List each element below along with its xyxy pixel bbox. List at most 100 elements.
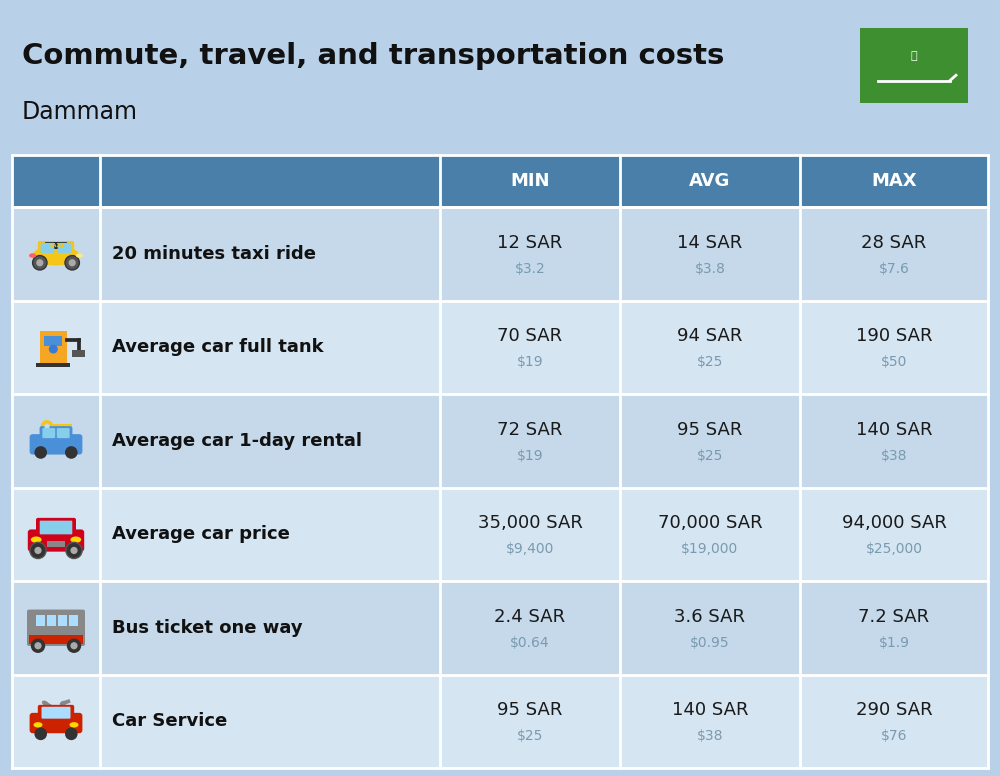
FancyBboxPatch shape — [27, 610, 85, 646]
Ellipse shape — [76, 253, 83, 258]
Text: 95 SAR: 95 SAR — [497, 701, 563, 719]
Text: ﷺ: ﷺ — [911, 51, 917, 61]
Bar — [72, 350, 85, 357]
Bar — [800, 394, 988, 487]
Text: $19: $19 — [517, 355, 543, 369]
Bar — [58, 615, 67, 626]
FancyBboxPatch shape — [42, 707, 70, 719]
Ellipse shape — [70, 722, 78, 728]
FancyBboxPatch shape — [30, 713, 82, 733]
Text: $50: $50 — [881, 355, 907, 369]
Bar — [12, 207, 100, 300]
Text: $25: $25 — [697, 355, 723, 369]
Bar — [860, 28, 968, 103]
Ellipse shape — [60, 701, 67, 705]
Circle shape — [69, 259, 76, 266]
Text: Average car full tank: Average car full tank — [112, 338, 324, 356]
Text: TAXI: TAXI — [48, 243, 64, 248]
Ellipse shape — [34, 722, 42, 728]
Bar — [100, 300, 440, 394]
Bar — [620, 300, 800, 394]
Text: Average car 1-day rental: Average car 1-day rental — [112, 431, 362, 450]
Bar — [100, 674, 440, 768]
Text: 70 SAR: 70 SAR — [497, 327, 563, 345]
FancyBboxPatch shape — [28, 529, 84, 552]
Text: 20 minutes taxi ride: 20 minutes taxi ride — [112, 244, 316, 263]
Bar — [45, 242, 67, 249]
Circle shape — [34, 446, 47, 459]
Bar — [47, 542, 65, 547]
FancyBboxPatch shape — [41, 243, 54, 253]
Circle shape — [34, 547, 42, 554]
Text: MAX: MAX — [871, 172, 917, 190]
Circle shape — [70, 547, 78, 554]
Text: 35,000 SAR: 35,000 SAR — [478, 514, 582, 532]
Text: $1.9: $1.9 — [879, 636, 910, 650]
Bar — [36, 615, 45, 626]
Text: MIN: MIN — [510, 172, 550, 190]
Bar — [100, 394, 440, 487]
Bar — [440, 581, 620, 674]
Text: 94 SAR: 94 SAR — [677, 327, 743, 345]
Text: 28 SAR: 28 SAR — [861, 234, 927, 251]
Text: $7.6: $7.6 — [879, 262, 909, 276]
Bar — [800, 155, 988, 207]
Bar — [800, 487, 988, 581]
Bar — [800, 207, 988, 300]
Bar — [620, 581, 800, 674]
Text: Bus ticket one way: Bus ticket one way — [112, 618, 303, 637]
Bar — [40, 331, 67, 363]
Text: $25: $25 — [517, 729, 543, 743]
Text: Car Service: Car Service — [112, 712, 227, 730]
FancyBboxPatch shape — [58, 243, 71, 253]
Circle shape — [34, 643, 42, 650]
Bar — [620, 487, 800, 581]
Bar — [440, 300, 620, 394]
Text: 3.6 SAR: 3.6 SAR — [674, 608, 746, 625]
Ellipse shape — [29, 253, 36, 258]
Circle shape — [66, 542, 82, 559]
Bar — [12, 487, 100, 581]
Text: $19,000: $19,000 — [681, 542, 739, 556]
Text: 70,000 SAR: 70,000 SAR — [658, 514, 762, 532]
Text: $25,000: $25,000 — [866, 542, 922, 556]
FancyBboxPatch shape — [38, 241, 74, 259]
Bar — [100, 581, 440, 674]
Bar — [69, 615, 78, 626]
Circle shape — [31, 639, 45, 653]
Bar — [440, 487, 620, 581]
Bar — [800, 674, 988, 768]
Circle shape — [49, 345, 58, 354]
Text: $25: $25 — [697, 449, 723, 463]
FancyBboxPatch shape — [40, 426, 72, 443]
Text: 140 SAR: 140 SAR — [856, 421, 932, 438]
Circle shape — [65, 446, 78, 459]
Bar — [440, 207, 620, 300]
Bar — [100, 487, 440, 581]
Text: 290 SAR: 290 SAR — [856, 701, 932, 719]
FancyBboxPatch shape — [40, 521, 72, 535]
Text: $0.64: $0.64 — [510, 636, 550, 650]
Circle shape — [33, 255, 47, 270]
Circle shape — [30, 542, 46, 559]
Circle shape — [67, 639, 81, 653]
Bar — [440, 155, 620, 207]
Bar — [12, 394, 100, 487]
Bar — [440, 394, 620, 487]
Text: $3.8: $3.8 — [695, 262, 725, 276]
Bar — [47, 615, 56, 626]
Bar — [100, 207, 440, 300]
Bar — [44, 335, 62, 346]
Bar — [12, 300, 100, 394]
Text: $19: $19 — [517, 449, 543, 463]
Text: 95 SAR: 95 SAR — [677, 421, 743, 438]
Bar — [29, 635, 83, 644]
Bar — [800, 581, 988, 674]
Text: 7.2 SAR: 7.2 SAR — [858, 608, 930, 625]
Bar — [12, 674, 100, 768]
Text: $0.95: $0.95 — [690, 636, 730, 650]
Text: Commute, travel, and transportation costs: Commute, travel, and transportation cost… — [22, 42, 724, 70]
Circle shape — [65, 255, 79, 270]
Text: Dammam: Dammam — [22, 100, 138, 124]
Text: 14 SAR: 14 SAR — [677, 234, 743, 251]
